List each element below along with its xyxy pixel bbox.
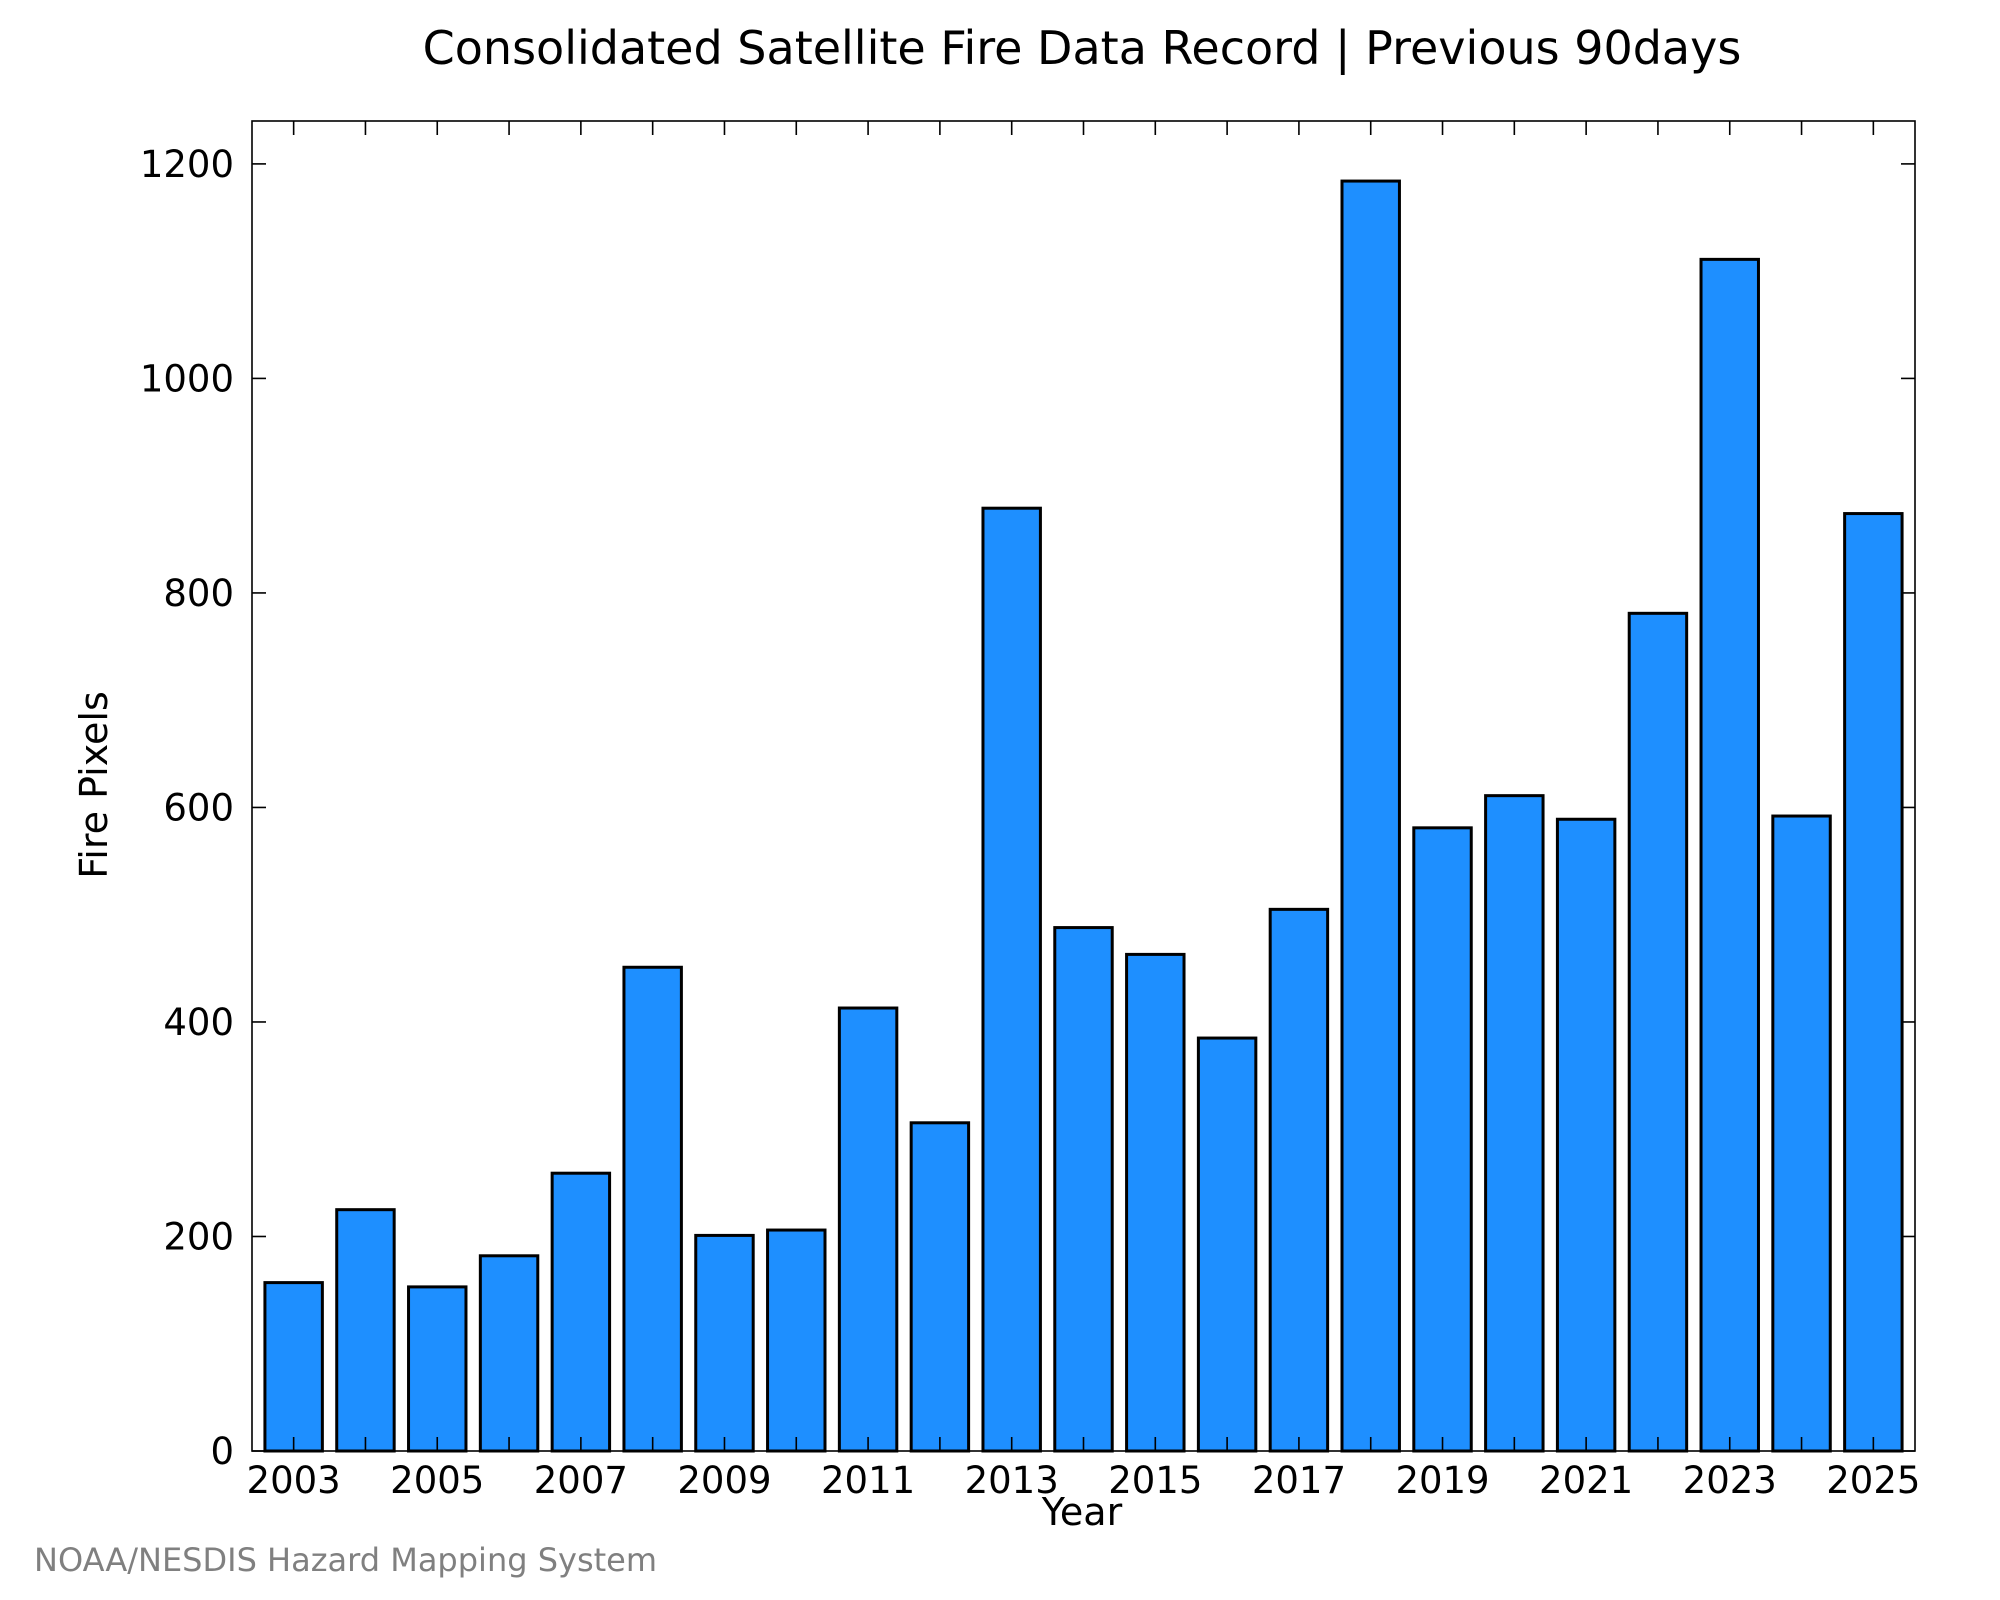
x-tick-label-2005: 2005 <box>390 1459 484 1502</box>
bar-2018 <box>1340 179 1401 1453</box>
bar-2014 <box>1053 926 1114 1453</box>
bar-2024 <box>1771 814 1832 1453</box>
x-tick-label-2011: 2011 <box>821 1459 915 1502</box>
y-tick-label-0: 0 <box>210 1430 234 1473</box>
bar-2008 <box>622 965 683 1453</box>
bar-2011 <box>837 1006 899 1453</box>
y-axis-label: Fire Pixels <box>72 691 116 879</box>
bar-2010 <box>766 1228 827 1453</box>
bar-2020 <box>1484 794 1545 1453</box>
bar-2019 <box>1412 826 1473 1453</box>
x-tick-label-2009: 2009 <box>677 1459 771 1502</box>
x-tick-label-2003: 2003 <box>247 1459 341 1502</box>
bar-2007 <box>550 1171 612 1453</box>
y-tick-label-1200: 1200 <box>140 143 234 186</box>
bar-2015 <box>1125 952 1186 1453</box>
x-tick-label-2019: 2019 <box>1395 1459 1489 1502</box>
bar-2021 <box>1555 817 1617 1453</box>
bar-2004 <box>335 1208 396 1453</box>
bar-2017 <box>1268 907 1330 1453</box>
y-tick-label-800: 800 <box>163 572 234 615</box>
x-tick-label-2021: 2021 <box>1539 1459 1633 1502</box>
plot-area: 0 200 400 600 800 1000 1200 2003 2005 2007 2009 201… <box>140 120 1920 1502</box>
bar-2009 <box>694 1233 755 1453</box>
bar-2025 <box>1843 512 1904 1453</box>
bar-2022 <box>1627 611 1689 1453</box>
bar-2003 <box>263 1281 324 1453</box>
x-tick-label-2017: 2017 <box>1252 1459 1346 1502</box>
y-tick-label-400: 400 <box>163 1001 234 1044</box>
x-tick-label-2025: 2025 <box>1826 1459 1920 1502</box>
chart-title: Consolidated Satellite Fire Data Record … <box>423 21 1742 76</box>
bar-2016 <box>1196 1036 1258 1453</box>
bar-2006 <box>478 1254 540 1453</box>
y-tick-label-200: 200 <box>163 1215 234 1258</box>
y-tick-label-600: 600 <box>163 786 234 829</box>
x-tick-label-2015: 2015 <box>1108 1459 1202 1502</box>
credit-text: NOAA/NESDIS Hazard Mapping System <box>34 1541 657 1579</box>
bar-2023 <box>1699 257 1760 1453</box>
x-axis-label: Year <box>1041 1490 1123 1534</box>
x-tick-label-2013: 2013 <box>965 1459 1059 1502</box>
x-tick-label-2007: 2007 <box>534 1459 628 1502</box>
x-tick-label-2023: 2023 <box>1683 1459 1777 1502</box>
bar-2012 <box>909 1121 971 1453</box>
y-tick-label-1000: 1000 <box>140 357 234 400</box>
bar-2005 <box>407 1285 468 1453</box>
bar-2013 <box>981 506 1042 1453</box>
